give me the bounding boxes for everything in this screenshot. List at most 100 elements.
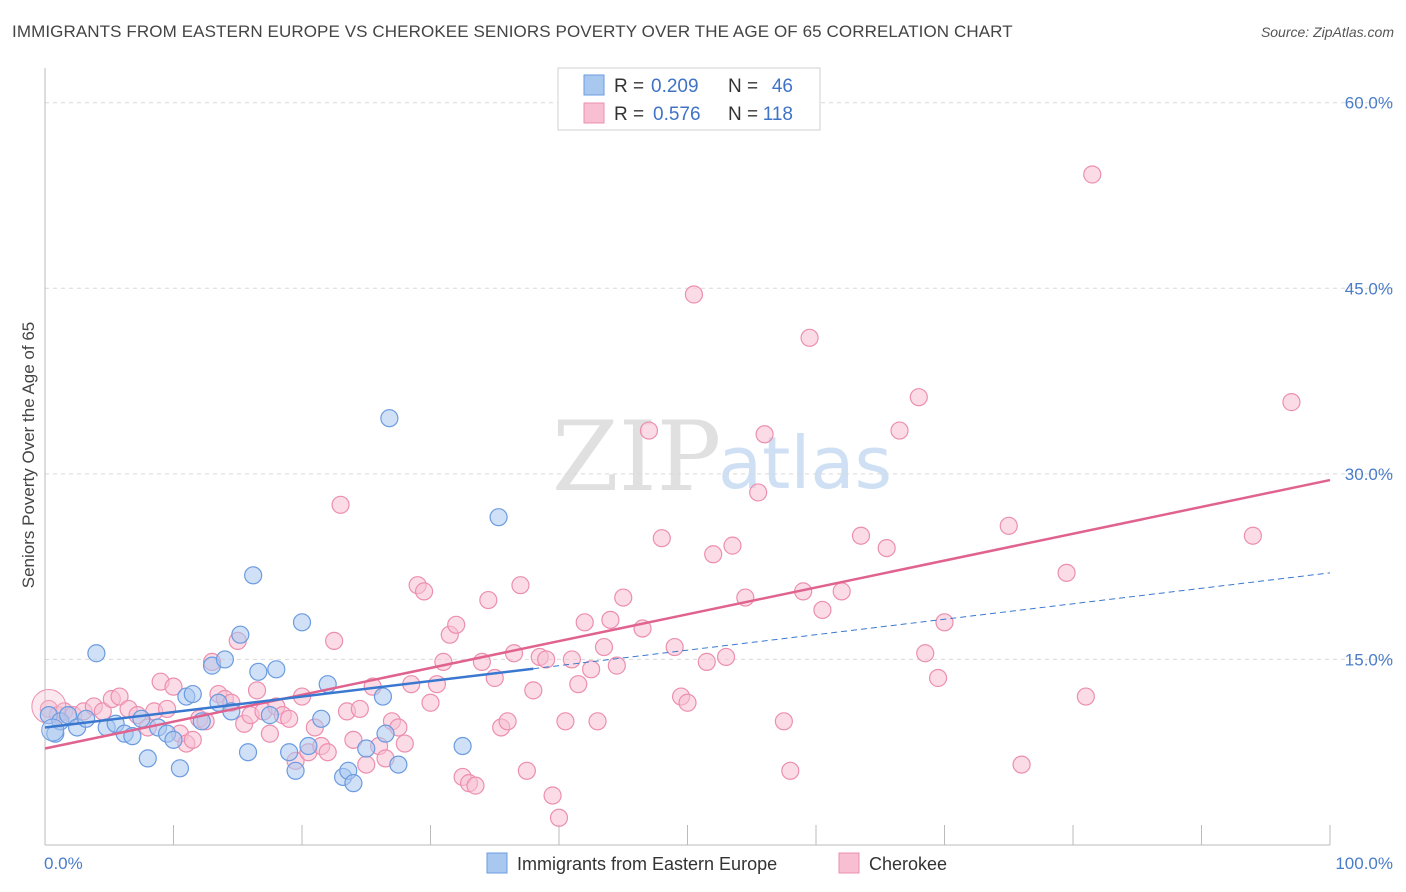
cherokee-point-45 [357, 755, 376, 774]
cherokee-point-95 [716, 647, 736, 667]
cherokee-point-51 [395, 734, 414, 753]
cherokee-point-105 [832, 582, 851, 601]
eastern-europe-point-45 [489, 508, 508, 527]
eastern-europe-point-44 [453, 736, 472, 756]
cherokee-point-15 [164, 677, 183, 696]
legend-n-label-pink: N = [728, 104, 758, 125]
cherokee-point-92 [684, 285, 704, 304]
watermark-atlas: atlas [718, 421, 892, 505]
cherokee-point-39 [318, 743, 337, 762]
legend-r-label-blue: R = [614, 76, 644, 97]
eastern-europe-point-11 [132, 709, 151, 728]
legend-swatch-blue [583, 74, 605, 96]
cherokee-point-119 [1282, 393, 1301, 412]
cherokee-point-14 [157, 699, 177, 719]
cherokee-point-81 [588, 712, 607, 731]
cherokee-point-67 [498, 712, 517, 731]
axes [44, 68, 1331, 846]
cherokee-point-91 [678, 693, 697, 712]
eastern-europe-point-34 [312, 709, 331, 728]
legend-swatch-pink [583, 102, 605, 124]
legend-r-label-pink: R = [614, 104, 644, 125]
eastern-europe-trend-line [44, 667, 534, 729]
cherokee-point-80 [582, 660, 601, 679]
y-tick-label-1: 30.0% [1345, 465, 1393, 484]
cherokee-point-69 [511, 576, 530, 595]
cherokee-point-93 [697, 652, 716, 672]
y-tick-label-2: 45.0% [1345, 279, 1393, 298]
cherokee-point-64 [479, 590, 498, 610]
eastern-europe-point-18 [183, 684, 202, 704]
cherokee-point-55 [421, 693, 440, 712]
bottom-legend-label-blue: Immigrants from Eastern Europe [517, 854, 777, 874]
legend-r-value-pink: 0.576 [653, 104, 701, 125]
chart-title: IMMIGRANTS FROM EASTERN EUROPE VS CHEROK… [12, 22, 1013, 41]
bottom-legend-swatch-blue [486, 852, 508, 874]
cherokee-point-77 [562, 650, 581, 669]
y-axis-title: Seniors Poverty Over the Age of 65 [19, 322, 38, 588]
cherokee-point-44 [350, 699, 369, 719]
eastern-europe-point-26 [244, 566, 263, 585]
cherokee-point-54 [414, 582, 434, 601]
cherokee-point-103 [800, 328, 819, 347]
cherokee-point-85 [614, 588, 633, 607]
eastern-europe-point-25 [238, 743, 258, 762]
cherokee-point-84 [607, 656, 626, 675]
cherokee-point-88 [652, 529, 671, 548]
eastern-europe-point-32 [292, 613, 312, 632]
cherokee-point-41 [331, 495, 350, 514]
eastern-europe-point-38 [344, 774, 363, 793]
cherokee-point-76 [556, 712, 575, 731]
cherokee-point-100 [774, 712, 793, 731]
cherokee-point-74 [543, 786, 562, 805]
eastern-europe-point-16 [170, 759, 190, 778]
legend-n-value-pink: 118 [763, 104, 793, 125]
eastern-europe-point-6 [87, 644, 106, 663]
eastern-europe-point-30 [280, 743, 299, 762]
cherokee-point-71 [524, 681, 543, 700]
eastern-europe-point-24 [231, 625, 250, 644]
cherokee-point-73 [537, 650, 556, 669]
eastern-europe-point-41 [376, 724, 395, 743]
cherokee-point-83 [601, 610, 620, 629]
eastern-europe-point-5 [77, 709, 96, 728]
cherokee-point-43 [344, 730, 363, 749]
cherokee-point-79 [575, 613, 594, 632]
cherokee-point-116 [1076, 687, 1095, 706]
legend-n-label-blue: N = [728, 76, 758, 97]
cherokee-point-107 [877, 538, 896, 558]
cherokee-trend-line [44, 478, 1331, 750]
y-tick-label-0: 15.0% [1345, 650, 1393, 669]
cherokee-point-111 [928, 668, 948, 688]
cherokee-point-106 [851, 526, 871, 545]
cherokee-point-112 [935, 613, 954, 632]
cherokee-point-28 [247, 681, 267, 700]
y-tick-label-3: 60.0% [1345, 94, 1393, 113]
cherokee-point-33 [280, 709, 299, 728]
x-tick-label-max: 100.0% [1335, 854, 1393, 873]
cherokee-point-104 [813, 600, 832, 620]
x-tick-label-min: 0.0% [44, 854, 83, 873]
cherokee-point-59 [447, 615, 466, 634]
bottom-legend: Immigrants from Eastern Europe Cherokee [486, 852, 947, 874]
cherokee-point-110 [916, 644, 935, 663]
cherokee-point-96 [723, 536, 742, 555]
cherokee-point-117 [1083, 165, 1102, 184]
cherokee-point-108 [890, 421, 909, 440]
cherokee-point-109 [909, 388, 928, 407]
cherokee-point-30 [260, 724, 279, 743]
eastern-europe-point-43 [389, 755, 408, 774]
cherokee-point-70 [517, 761, 536, 780]
cherokee-point-87 [639, 421, 659, 440]
eastern-europe-point-27 [249, 662, 268, 681]
cherokee-point-18 [183, 730, 202, 749]
cherokee-point-8 [110, 687, 129, 706]
cherokee-point-115 [1057, 563, 1076, 582]
eastern-europe-point-22 [215, 650, 234, 669]
bottom-legend-swatch-pink [838, 852, 860, 874]
cherokee-point-40 [325, 631, 344, 650]
cherokee-point-98 [749, 483, 768, 502]
cherokee-point-99 [755, 425, 774, 444]
cherokee-point-78 [569, 675, 588, 694]
